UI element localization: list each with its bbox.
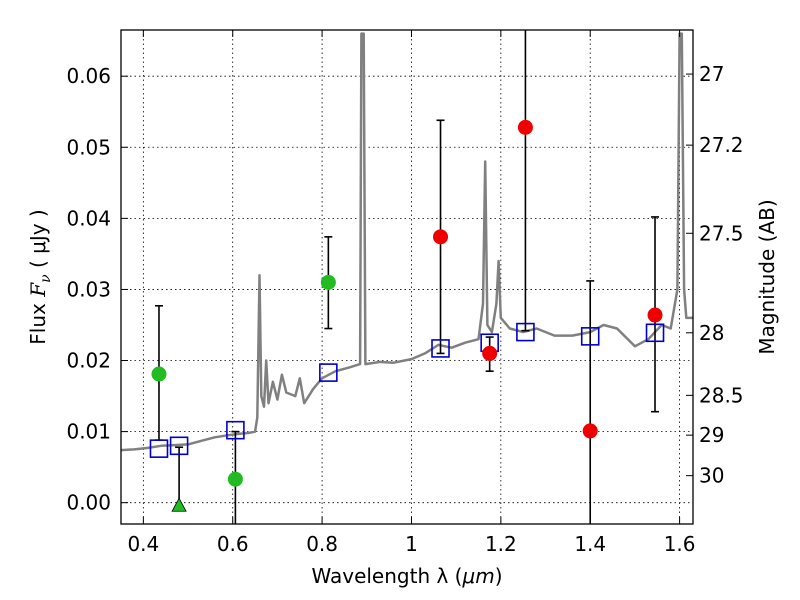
right-tick-label: 27.2 [699,133,744,157]
y-axis-label: Flux Fν ( μJy ) [26,209,54,344]
x-tick-label: 1.4 [574,532,606,556]
grid [121,30,693,524]
marker-layer [149,119,665,512]
y-tick-label: 0.00 [66,491,111,515]
right-tick-label: 28.5 [699,383,744,407]
observed-photometry-point [227,471,243,487]
right-tick-label: 28 [699,321,724,345]
y-tick-label: 0.06 [66,64,111,88]
observed-photometry-point [433,229,449,245]
observed-photometry-point [320,274,336,290]
y-tick-label: 0.01 [66,420,111,444]
model-photometry-point [149,439,169,458]
observed-photometry-point [151,366,167,382]
right-axis-label: Magnitude (AB) [755,199,779,354]
right-tick-label: 27 [699,62,724,86]
y-tick-label: 0.04 [66,206,111,230]
y-tick-label: 0.05 [66,135,111,159]
x-axis-label: Wavelength λ (μm) [311,564,502,588]
observed-photometry-point [582,423,598,439]
y-tick-label: 0.02 [66,349,111,373]
y-tick-label: 0.03 [66,277,111,301]
model-photometry-point [645,323,665,343]
sed-model-line [121,32,693,452]
x-tick-label: 1.6 [664,532,696,556]
x-tick-label: 0.8 [306,532,338,556]
x-tick-label: 1 [405,532,418,556]
model-photometry-point [431,339,450,358]
right-tick-label: 30 [699,464,724,488]
model-photometry-point [226,420,245,440]
observed-photometry-point [647,307,663,323]
model-photometry-point [319,363,338,382]
x-tick-label: 0.4 [127,532,159,556]
right-tick-label: 27.5 [699,221,744,245]
errorbar-layer [154,30,660,524]
right-tick-label: 29 [699,423,724,447]
x-tick-label: 0.6 [217,532,249,556]
axis-ticks: 0.4 0.6 0.8 1 1.2 1.4 1.6 0.00 0.01 0.02 0.03 0.04 0… [66,30,744,556]
model-photometry-point [169,436,189,456]
x-tick-label: 1.2 [485,532,517,556]
model-photometry-point [580,327,600,346]
observed-photometry-point [482,345,498,361]
sed-model-layer [121,32,693,452]
observed-photometry-point [517,119,533,135]
upper-limit-point [171,497,187,512]
plot-frame [120,29,694,525]
model-photometry-point [516,322,535,342]
